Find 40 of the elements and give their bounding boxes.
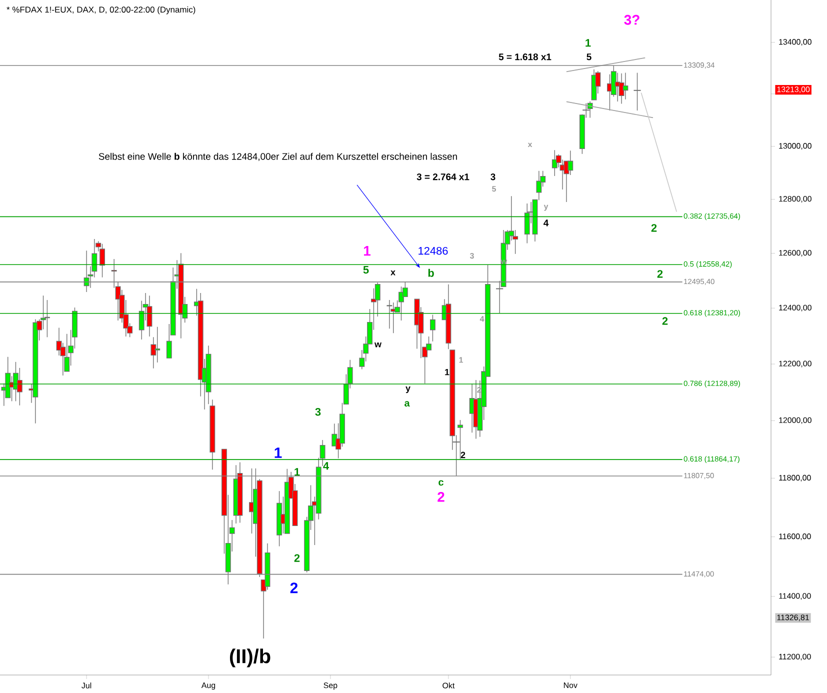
- annotation: 1: [586, 39, 591, 47]
- annotation: 1: [364, 246, 370, 256]
- annotation: 3: [315, 408, 321, 416]
- candlestick: [524, 203, 530, 244]
- annotation: 2: [651, 224, 657, 232]
- candlestick: [100, 243, 105, 278]
- annotation: 2: [662, 317, 668, 325]
- annotation: 3?: [624, 14, 640, 25]
- annotation: x: [390, 270, 396, 276]
- annotation: 12486: [418, 246, 448, 255]
- annotation: 2: [290, 582, 298, 594]
- annotation: 5: [586, 54, 592, 60]
- annotation: 5 = 1.618 x1: [498, 54, 552, 60]
- annotation: b: [428, 268, 434, 277]
- candlestick: [386, 300, 392, 329]
- candlestick: [84, 250, 90, 292]
- annotation: 2: [294, 554, 300, 562]
- annotation: 4: [323, 462, 329, 470]
- annotation: 3 = 2.764 x1: [416, 173, 470, 180]
- annotation: 1: [294, 468, 300, 476]
- annotation: 2: [438, 492, 444, 502]
- annotation: a: [404, 401, 410, 407]
- candlestick: [622, 72, 628, 100]
- annotation: w: [374, 342, 382, 348]
- candlestick: [64, 333, 70, 372]
- candlestick: [568, 150, 574, 176]
- annotation: 2: [460, 452, 466, 458]
- annotation: y: [406, 386, 410, 394]
- candlestick: [430, 314, 436, 342]
- annotation: (II)/b: [230, 648, 270, 668]
- annotation: 1: [274, 448, 282, 458]
- annotation: 5: [363, 266, 369, 274]
- text: * %FDAX 1!-EUX, DAX, D, 02:00-22:00 (Dynamic): [6, 6, 196, 14]
- annotation: 4: [544, 220, 549, 226]
- annotation: 3: [490, 173, 496, 180]
- annotation: c: [438, 480, 444, 486]
- candlestick: [154, 326, 160, 363]
- annotation: 2: [657, 270, 663, 278]
- annotation: Selbst eine Welle b könnte das 12484,00er Ziel auf dem Kurszettel erscheinen lassen: [98, 152, 457, 161]
- annotation: 1: [445, 368, 450, 376]
